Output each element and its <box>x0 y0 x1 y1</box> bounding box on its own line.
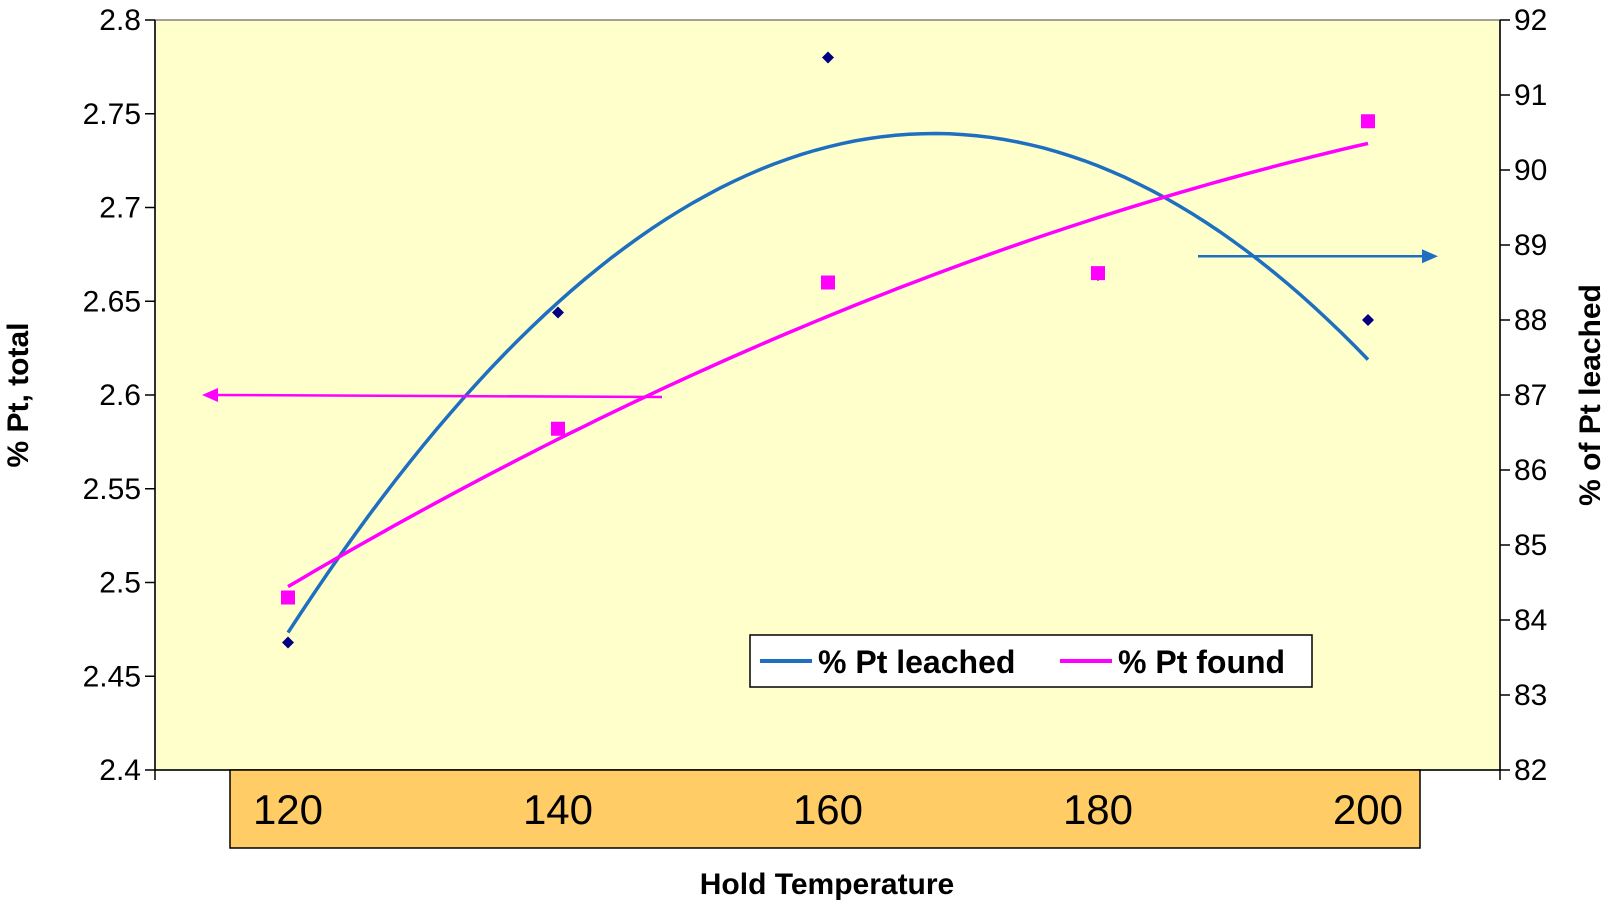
right-tick-label: 83 <box>1514 679 1547 712</box>
data-point-pt-found <box>281 590 295 605</box>
trendline-pt-leached <box>286 131 1370 634</box>
data-point-pt-found <box>821 275 835 290</box>
category-band <box>229 769 1421 849</box>
axis-arrows <box>202 249 1438 402</box>
legend: % Pt leached % Pt found <box>749 634 1313 688</box>
right-tick-label: 82 <box>1514 754 1547 787</box>
left-tick-label: 2.5 <box>99 567 141 600</box>
right-y-axis-title: % of Pt leached <box>1574 284 1607 506</box>
arrow-line-left <box>213 393 663 399</box>
arrow-head-right <box>1422 249 1438 264</box>
arrow-head-left <box>202 388 218 402</box>
right-axis-ticks: 82 83 84 85 86 87 88 89 90 91 92 <box>1500 4 1547 787</box>
x-axis-title: Hold Temperature <box>700 868 955 901</box>
category-label: 180 <box>1063 786 1133 833</box>
right-tick-label: 86 <box>1514 454 1547 487</box>
category-label: 160 <box>793 786 863 833</box>
data-point-pt-leached <box>822 51 834 64</box>
left-tick-label: 2.75 <box>83 98 141 131</box>
category-labels: 120 140 160 180 200 <box>253 786 1403 833</box>
right-tick-label: 84 <box>1514 604 1547 637</box>
legend-box <box>749 634 1313 688</box>
left-tick-label: 2.8 <box>99 4 141 37</box>
category-label: 120 <box>253 786 323 833</box>
trendline-pt-found <box>287 141 1369 589</box>
legend-label-pt-leached: % Pt leached <box>818 644 1015 680</box>
data-point-pt-leached <box>282 636 294 649</box>
right-tick-label: 90 <box>1514 154 1547 187</box>
right-tick-label: 88 <box>1514 304 1547 337</box>
data-point-pt-found <box>551 421 565 436</box>
category-label: 140 <box>523 786 593 833</box>
left-tick-label: 2.45 <box>83 660 141 693</box>
right-tick-label: 91 <box>1514 79 1547 112</box>
right-tick-label: 87 <box>1514 379 1547 412</box>
right-tick-label: 85 <box>1514 529 1547 562</box>
trendlines <box>286 131 1370 634</box>
data-point-pt-found <box>1361 114 1375 129</box>
data-markers <box>281 51 1375 649</box>
data-point-pt-found <box>1091 266 1105 281</box>
legend-label-pt-found: % Pt found <box>1118 644 1285 680</box>
right-tick-label: 92 <box>1514 4 1547 37</box>
left-tick-label: 2.6 <box>99 379 141 412</box>
left-tick-label: 2.7 <box>99 192 141 225</box>
right-tick-label: 89 <box>1514 229 1547 262</box>
left-tick-label: 2.55 <box>83 473 141 506</box>
data-point-pt-leached <box>552 306 564 319</box>
left-y-axis-title: % Pt, total <box>2 322 35 467</box>
category-label: 200 <box>1333 786 1403 833</box>
data-point-pt-leached <box>1362 314 1374 326</box>
left-tick-label: 2.65 <box>83 285 141 318</box>
left-tick-label: 2.4 <box>99 754 141 787</box>
left-axis-ticks: 2.4 2.45 2.5 2.55 2.6 2.65 2.7 2.75 2.8 <box>83 4 155 787</box>
